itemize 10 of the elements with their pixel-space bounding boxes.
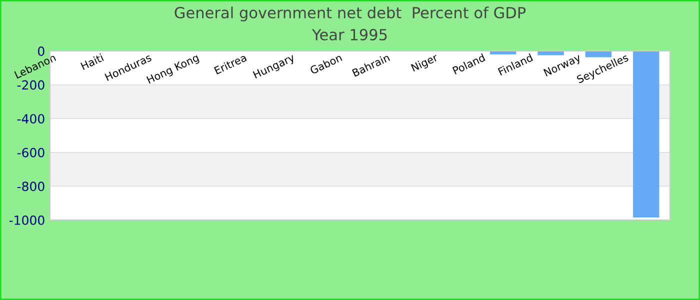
x-tick-label: Haiti: [80, 53, 104, 70]
chart-title: General government net debt Percent of GDP: [174, 6, 526, 22]
chart-subtitle: Year 1995: [312, 28, 387, 40]
y-tick-label: -200: [17, 80, 44, 90]
x-tick-label: Niger: [410, 52, 440, 74]
y-tick-label: -400: [17, 114, 44, 124]
y-tick-label: -600: [17, 148, 44, 158]
y-tick-label: -1000: [9, 215, 44, 225]
y-tick-label: -800: [17, 182, 44, 192]
y-tick-label: 0: [38, 46, 44, 56]
